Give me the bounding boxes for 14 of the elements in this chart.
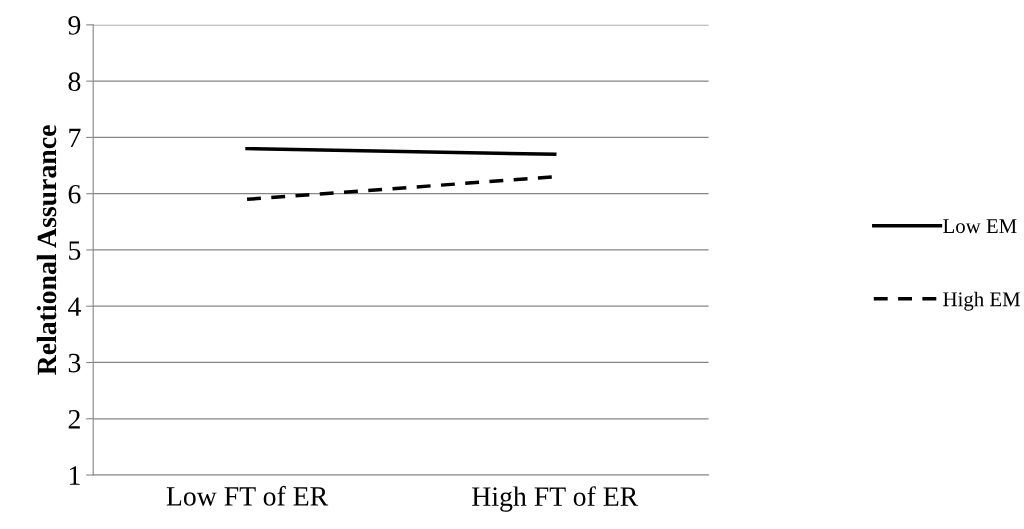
legend-label: High EM: [943, 291, 1021, 311]
y-tick-label: 5: [69, 241, 81, 260]
y-tick-label: 8: [68, 72, 81, 92]
y-tick-label: 3: [68, 353, 81, 373]
y-tick-label: 6: [68, 184, 81, 204]
y-axis-title: Relational Assurance: [36, 125, 57, 375]
y-tick-label: 7: [69, 128, 81, 148]
y-tick-label: 4: [68, 297, 81, 316]
x-tick-label: Low FT of ER: [166, 485, 329, 506]
legend-label: Low EM: [943, 219, 1017, 234]
y-tick-label: 2: [68, 410, 80, 429]
y-tick-label: 9: [68, 16, 81, 35]
x-tick-label: High FT of ER: [472, 486, 639, 512]
y-tick-label: 1: [69, 466, 80, 485]
